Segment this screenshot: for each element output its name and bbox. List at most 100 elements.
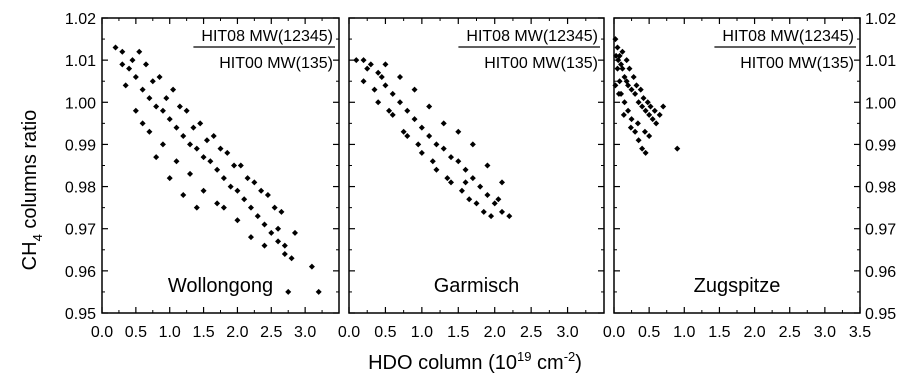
data-point: [190, 124, 197, 131]
data-point: [651, 107, 658, 114]
data-point: [641, 128, 648, 135]
ratio-numerator: HIT08 MW(12345): [201, 28, 333, 45]
data-point: [193, 145, 200, 152]
y-axis-label: CH4 columns ratio: [19, 110, 45, 271]
data-point: [271, 204, 278, 211]
panel-wollongong: 0.0 0.5 1.0 1.5 2.0 2.5 3.0 0.95 0.96 0.97 0.98 0.9…: [65, 11, 340, 341]
data-point: [254, 213, 261, 220]
data-point: [621, 99, 628, 106]
data-point: [635, 137, 642, 144]
data-point: [614, 65, 621, 72]
data-point: [180, 192, 187, 198]
x-tick-label: 2.0: [226, 324, 248, 341]
data-point: [440, 120, 447, 127]
data-point: [418, 149, 425, 156]
panels-group: 0.0 0.5 1.0 1.5 2.0 2.5 3.0 0.95 0.96 0.97 0.98 0.9…: [65, 11, 896, 341]
data-point: [495, 196, 502, 203]
x-tick-label: 1.0: [159, 324, 181, 341]
data-point: [132, 107, 139, 114]
x-tick-label: 2.5: [779, 324, 801, 341]
data-point: [367, 61, 374, 68]
data-point: [644, 99, 651, 106]
data-point: [653, 120, 660, 127]
data-point: [656, 111, 663, 118]
y-tick-label-right: 1.02: [865, 11, 896, 28]
x-tick-label: 0.5: [638, 324, 660, 341]
data-point: [139, 86, 146, 93]
data-point: [353, 57, 360, 64]
y-tick-label-right: 0.99: [865, 137, 896, 154]
x-tick-label: 3.5: [849, 324, 871, 341]
data-point: [433, 166, 440, 173]
x-tick-label: 1.5: [708, 324, 730, 341]
data-point: [197, 120, 204, 127]
data-point: [360, 57, 367, 64]
y-axis-label-subscript: 4: [30, 234, 45, 241]
data-point: [404, 107, 411, 114]
x-tick-label: 0.5: [374, 324, 396, 341]
data-point: [397, 99, 403, 106]
data-points: [112, 44, 322, 295]
data-point: [647, 103, 654, 110]
x-tick-label: 1.5: [447, 324, 469, 341]
data-point: [364, 65, 371, 72]
data-point: [159, 107, 166, 114]
ratio-denominator: HIT00 MW(135): [740, 55, 854, 72]
data-point: [210, 133, 217, 139]
ratio-denominator: HIT00 MW(135): [484, 55, 598, 72]
data-point: [477, 183, 484, 190]
y-tick-label-left: 0.95: [65, 306, 96, 323]
data-point: [156, 74, 163, 80]
data-point: [616, 78, 623, 85]
data-point: [484, 192, 491, 198]
data-point: [429, 158, 436, 165]
data-point: [400, 128, 407, 135]
x-tick-label: 0.0: [603, 324, 625, 341]
data-point: [635, 99, 642, 106]
data-point: [247, 234, 254, 241]
data-point: [615, 90, 622, 97]
data-point: [166, 175, 173, 182]
data-point: [275, 238, 282, 245]
data-point: [440, 145, 447, 152]
data-points: [353, 57, 513, 220]
x-tick-label: 1.0: [673, 324, 695, 341]
data-point: [122, 82, 129, 89]
data-point: [375, 99, 382, 106]
data-point: [166, 116, 173, 123]
data-points: [612, 36, 681, 156]
x-tick-label: 2.0: [743, 324, 765, 341]
data-point: [119, 48, 126, 55]
x-tick-label: 2.5: [260, 324, 282, 341]
data-point: [153, 154, 160, 161]
data-point: [214, 166, 221, 173]
y-tick-label-right: 0.95: [865, 306, 896, 323]
data-point: [146, 95, 153, 102]
y-tick-label-right: 0.96: [865, 264, 896, 281]
ratio-denominator: HIT00 MW(135): [219, 55, 333, 72]
data-point: [397, 74, 403, 80]
site-label: Garmisch: [434, 275, 520, 297]
data-point: [173, 124, 180, 131]
x-tick-label: 1.5: [192, 324, 214, 341]
data-point: [207, 158, 214, 165]
y-tick-label-left: 1.01: [65, 53, 96, 70]
data-point: [129, 57, 136, 64]
data-point: [288, 255, 295, 262]
y-tick-label-left: 0.98: [65, 180, 96, 197]
data-point: [159, 141, 166, 148]
data-point: [231, 162, 238, 169]
data-point: [143, 61, 150, 68]
data-point: [469, 175, 476, 182]
data-point: [119, 61, 126, 68]
data-point: [234, 217, 241, 224]
data-point: [237, 162, 244, 169]
data-point: [187, 170, 194, 177]
data-point: [278, 208, 285, 215]
data-point: [203, 137, 210, 144]
data-point: [136, 48, 143, 55]
data-point: [275, 225, 282, 232]
data-point: [646, 133, 653, 139]
data-point: [612, 36, 619, 43]
